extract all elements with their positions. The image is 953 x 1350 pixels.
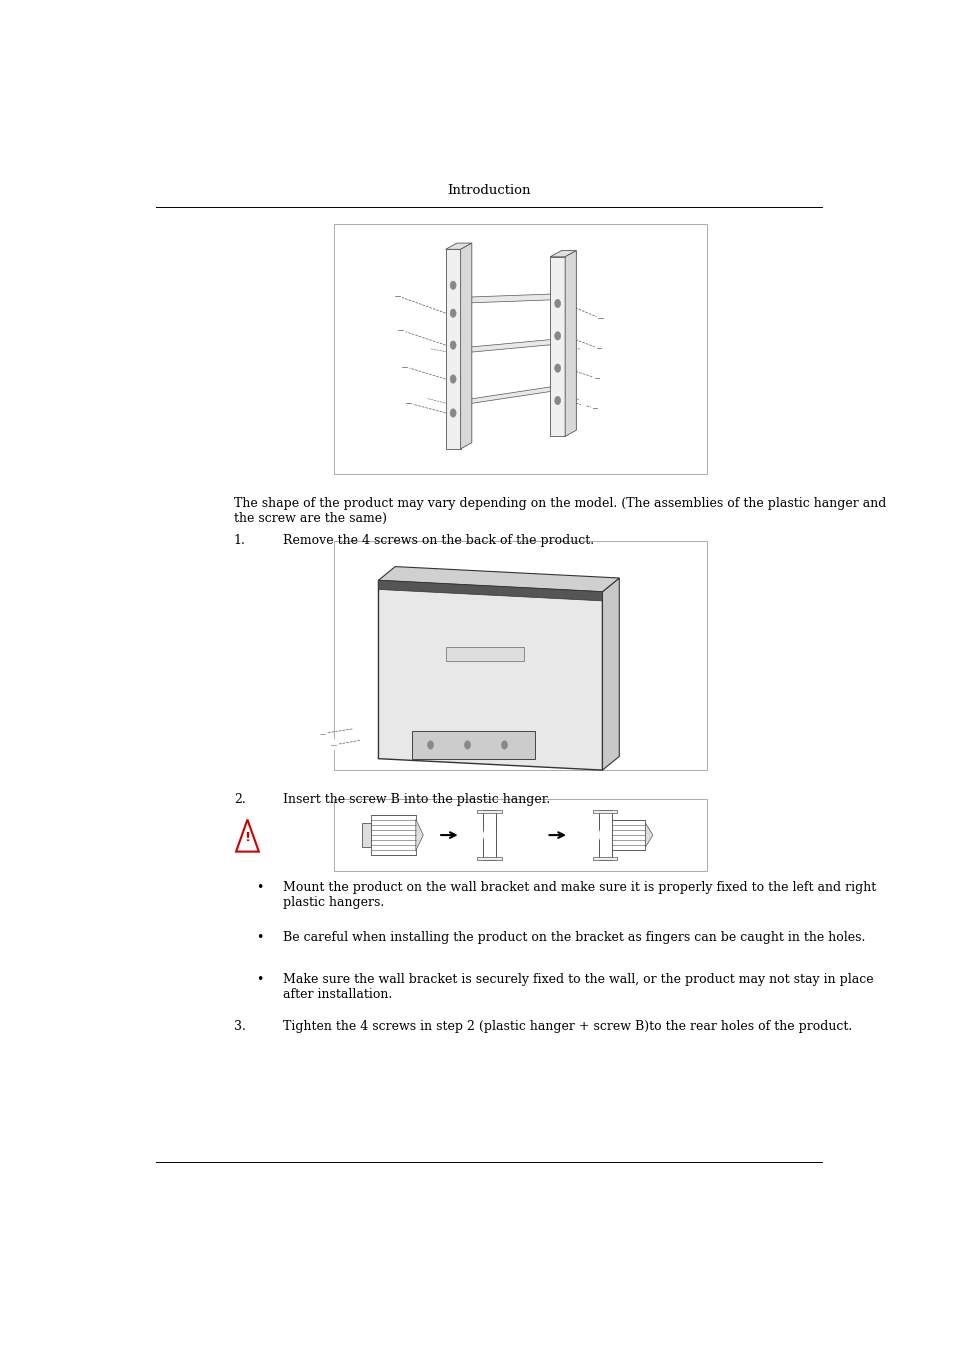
Polygon shape bbox=[602, 578, 618, 769]
Polygon shape bbox=[550, 251, 576, 256]
Polygon shape bbox=[378, 580, 602, 770]
Circle shape bbox=[330, 740, 337, 751]
Polygon shape bbox=[460, 243, 472, 450]
Circle shape bbox=[595, 343, 602, 354]
Circle shape bbox=[483, 826, 496, 844]
Circle shape bbox=[591, 402, 598, 413]
Circle shape bbox=[554, 364, 560, 373]
Circle shape bbox=[450, 309, 456, 317]
Polygon shape bbox=[416, 819, 423, 850]
Circle shape bbox=[450, 342, 456, 350]
Bar bbox=[445, 647, 523, 660]
Circle shape bbox=[318, 728, 326, 738]
Circle shape bbox=[403, 397, 413, 409]
Polygon shape bbox=[378, 567, 618, 591]
Text: 1.: 1. bbox=[233, 535, 246, 547]
Circle shape bbox=[450, 281, 456, 289]
Circle shape bbox=[396, 324, 405, 336]
Bar bbox=[593, 810, 617, 813]
Bar bbox=[334, 541, 706, 769]
Polygon shape bbox=[564, 251, 576, 436]
Text: Insert the screw B into the plastic hanger.: Insert the screw B into the plastic hang… bbox=[283, 792, 550, 806]
Text: The shape of the product may vary depending on the model. (The assemblies of the: The shape of the product may vary depend… bbox=[233, 497, 885, 525]
Circle shape bbox=[419, 393, 426, 402]
Text: Make sure the wall bracket is securely fixed to the wall, or the product may not: Make sure the wall bracket is securely f… bbox=[283, 973, 873, 1000]
Circle shape bbox=[626, 707, 634, 718]
Text: 2.: 2. bbox=[233, 792, 245, 806]
Text: Remove the 4 screws on the back of the product.: Remove the 4 screws on the back of the p… bbox=[283, 535, 594, 547]
Circle shape bbox=[450, 409, 456, 417]
Polygon shape bbox=[460, 339, 560, 354]
Circle shape bbox=[554, 332, 560, 340]
Circle shape bbox=[464, 741, 470, 749]
Bar bbox=[476, 857, 501, 860]
Circle shape bbox=[598, 826, 611, 844]
Text: Introduction: Introduction bbox=[447, 185, 530, 197]
Text: Tighten the 4 screws in step 2 (plastic hanger + screw B)to the rear holes of th: Tighten the 4 screws in step 2 (plastic … bbox=[283, 1019, 852, 1033]
Circle shape bbox=[597, 313, 603, 324]
Bar bbox=[593, 857, 617, 860]
Circle shape bbox=[450, 375, 456, 383]
Circle shape bbox=[593, 373, 600, 383]
Circle shape bbox=[554, 397, 560, 405]
Circle shape bbox=[579, 346, 586, 355]
Text: •: • bbox=[255, 882, 263, 894]
Text: Be careful when installing the product on the bracket as fingers can be caught i: Be careful when installing the product o… bbox=[283, 931, 865, 944]
Bar bbox=[598, 810, 611, 860]
Circle shape bbox=[501, 741, 507, 749]
Polygon shape bbox=[460, 385, 560, 405]
Text: •: • bbox=[255, 973, 263, 985]
Bar bbox=[371, 815, 416, 855]
Circle shape bbox=[399, 360, 409, 373]
Bar bbox=[611, 819, 645, 850]
Text: Mount the product on the wall bracket and make sure it is properly fixed to the : Mount the product on the wall bracket an… bbox=[283, 882, 876, 910]
Bar bbox=[334, 799, 706, 871]
Circle shape bbox=[423, 343, 430, 352]
Circle shape bbox=[554, 300, 560, 308]
Circle shape bbox=[393, 289, 401, 302]
Text: !: ! bbox=[244, 830, 251, 844]
Bar bbox=[334, 224, 706, 474]
Polygon shape bbox=[378, 580, 602, 601]
Circle shape bbox=[579, 397, 586, 406]
Bar bbox=[412, 732, 535, 759]
Text: •: • bbox=[255, 931, 263, 944]
Polygon shape bbox=[445, 243, 472, 250]
Bar bbox=[482, 810, 496, 860]
Bar bbox=[476, 810, 501, 813]
Bar bbox=[550, 256, 564, 436]
Polygon shape bbox=[235, 819, 258, 852]
Polygon shape bbox=[460, 294, 560, 304]
Bar bbox=[445, 250, 460, 450]
Polygon shape bbox=[645, 824, 652, 848]
Text: 3.: 3. bbox=[233, 1019, 246, 1033]
Circle shape bbox=[427, 741, 433, 749]
Bar bbox=[361, 824, 371, 846]
